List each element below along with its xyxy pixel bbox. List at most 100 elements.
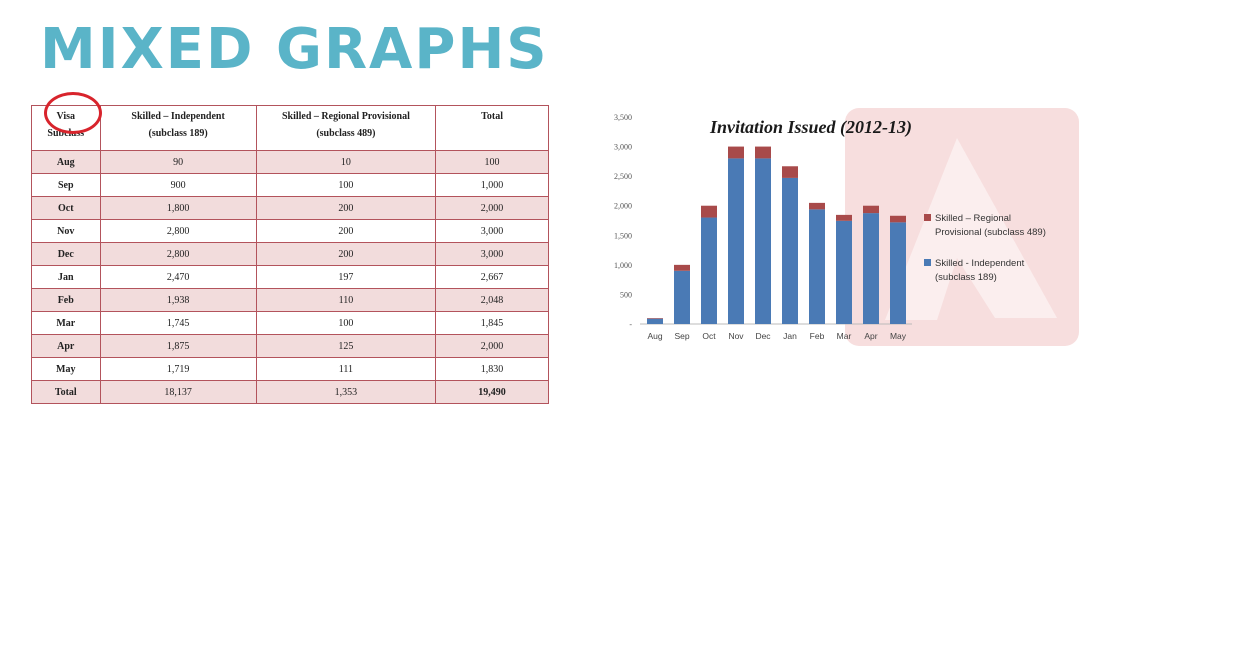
x-tick-label: Nov bbox=[728, 331, 744, 341]
table-cell: Aug bbox=[31, 150, 101, 174]
x-tick-label: Apr bbox=[864, 331, 877, 341]
x-tick-label: Feb bbox=[810, 331, 825, 341]
header-visa-subclass: Visa Subclass bbox=[31, 105, 101, 151]
table-row: Sep 900 100 1,000 bbox=[31, 173, 549, 197]
legend-swatch-independent bbox=[924, 259, 931, 266]
table-cell: 2,000 bbox=[435, 334, 549, 358]
x-tick-label: Jan bbox=[783, 331, 797, 341]
table-cell: Sep bbox=[31, 173, 101, 197]
y-tick-label: 3,500 bbox=[614, 113, 632, 122]
table-row: Oct 1,800 200 2,000 bbox=[31, 196, 549, 220]
header-line: Visa bbox=[56, 111, 76, 122]
table-cell: 2,800 bbox=[99, 219, 257, 243]
header-total: Total bbox=[435, 105, 549, 151]
table-row: Aug 90 10 100 bbox=[31, 150, 549, 174]
table-cell: Apr bbox=[31, 334, 101, 358]
table-cell: 1,745 bbox=[99, 311, 257, 335]
table-row: Nov 2,800 200 3,000 bbox=[31, 219, 549, 243]
table-row: Mar 1,745 100 1,845 bbox=[31, 311, 549, 335]
bar-segment-regional bbox=[755, 146, 771, 159]
table-cell: 1,830 bbox=[435, 357, 549, 381]
bar-segment-independent bbox=[728, 158, 744, 324]
y-tick-label: 2,500 bbox=[614, 172, 632, 181]
data-table: Visa Subclass Skilled – Independent (sub… bbox=[31, 105, 549, 404]
table-cell: 3,000 bbox=[435, 219, 549, 243]
watermark-logo bbox=[845, 108, 1079, 346]
table-cell: 100 bbox=[255, 311, 437, 335]
y-tick-label: 3,000 bbox=[614, 143, 632, 152]
x-tick-label: Dec bbox=[755, 331, 771, 341]
table-cell: 1,000 bbox=[435, 173, 549, 197]
table-cell: 2,000 bbox=[435, 196, 549, 220]
table-cell: 3,000 bbox=[435, 242, 549, 266]
legend-label: Skilled – Regional Provisional (subclass … bbox=[935, 213, 1046, 238]
table-cell: 2,800 bbox=[99, 242, 257, 266]
table-cell: 1,875 bbox=[99, 334, 257, 358]
bar-segment-regional bbox=[647, 318, 663, 319]
bar-segment-independent bbox=[674, 270, 690, 324]
chart-title: Invitation Issued (2012-13) bbox=[709, 117, 912, 138]
x-tick-label: May bbox=[890, 331, 907, 341]
table-cell: Oct bbox=[31, 196, 101, 220]
bar-segment-independent bbox=[890, 222, 906, 324]
table-cell: 900 bbox=[99, 173, 257, 197]
table-cell: 100 bbox=[255, 173, 437, 197]
table-cell: 110 bbox=[255, 288, 437, 312]
bar-segment-independent bbox=[809, 209, 825, 324]
table-cell: 197 bbox=[255, 265, 437, 289]
table-cell: Total bbox=[31, 380, 101, 404]
y-tick-label: 2,000 bbox=[614, 202, 632, 211]
table-cell: 2,470 bbox=[99, 265, 257, 289]
table-cell: 1,800 bbox=[99, 196, 257, 220]
table-cell: Dec bbox=[31, 242, 101, 266]
legend-swatch-regional bbox=[924, 214, 931, 221]
bar-segment-regional bbox=[890, 215, 906, 223]
bar-segment-independent bbox=[755, 158, 771, 324]
table-cell: 1,719 bbox=[99, 357, 257, 381]
table-row: May 1,719 111 1,830 bbox=[31, 357, 549, 381]
table-cell: 10 bbox=[255, 150, 437, 174]
header-line: Skilled – Independent bbox=[131, 111, 225, 122]
table-cell: 1,938 bbox=[99, 288, 257, 312]
stacked-bar-chart: - 500 1,000 1,500 2,000 2,500 3,000 3,500 Aug Sep… bbox=[614, 113, 1046, 341]
table-cell: 200 bbox=[255, 219, 437, 243]
table-cell: 111 bbox=[255, 357, 437, 381]
y-tick-label: 1,500 bbox=[614, 231, 632, 240]
bar-segment-independent bbox=[782, 177, 798, 324]
table-cell: 19,490 bbox=[435, 380, 549, 404]
table-cell: 100 bbox=[435, 150, 549, 174]
table-cell: 200 bbox=[255, 242, 437, 266]
x-tick-label: Aug bbox=[647, 331, 662, 341]
table-cell: 2,048 bbox=[435, 288, 549, 312]
table-row: Dec 2,800 200 3,000 bbox=[31, 242, 549, 266]
table-row: Feb 1,938 110 2,048 bbox=[31, 288, 549, 312]
bar-segment-regional bbox=[782, 166, 798, 178]
table-cell: May bbox=[31, 357, 101, 381]
table-cell: Jan bbox=[31, 265, 101, 289]
header-line: Skilled – Regional Provisional bbox=[281, 111, 410, 122]
x-tick-label: Mar bbox=[837, 331, 852, 341]
bar-segment-regional bbox=[809, 202, 825, 210]
header-line: Subclass bbox=[47, 128, 85, 139]
bar-segment-independent bbox=[647, 318, 663, 324]
x-tick-label: Oct bbox=[702, 331, 716, 341]
bar-segment-regional bbox=[728, 146, 744, 159]
table-cell: 125 bbox=[255, 334, 437, 358]
y-tick-label: 1,000 bbox=[614, 261, 632, 270]
triangle-logo-icon bbox=[885, 138, 1057, 320]
bar-segment-independent bbox=[836, 220, 852, 324]
table-row: Jan 2,470 197 2,667 bbox=[31, 265, 549, 289]
header-line: (subclass 189) bbox=[148, 128, 208, 139]
table-cell: 18,137 bbox=[99, 380, 257, 404]
table-cell: 2,667 bbox=[435, 265, 549, 289]
table-cell: Mar bbox=[31, 311, 101, 335]
bar-segment-regional bbox=[674, 264, 690, 271]
table-cell: Nov bbox=[31, 219, 101, 243]
table-cell: 1,845 bbox=[435, 311, 549, 335]
table-cell: 200 bbox=[255, 196, 437, 220]
table-cell: 1,353 bbox=[255, 380, 437, 404]
table-header-row: Visa Subclass Skilled – Independent (sub… bbox=[31, 105, 549, 151]
header-skilled-independent: Skilled – Independent (subclass 189) bbox=[99, 105, 257, 151]
table-cell: 90 bbox=[99, 150, 257, 174]
header-skilled-regional: Skilled – Regional Provisional (subclass… bbox=[255, 105, 437, 151]
